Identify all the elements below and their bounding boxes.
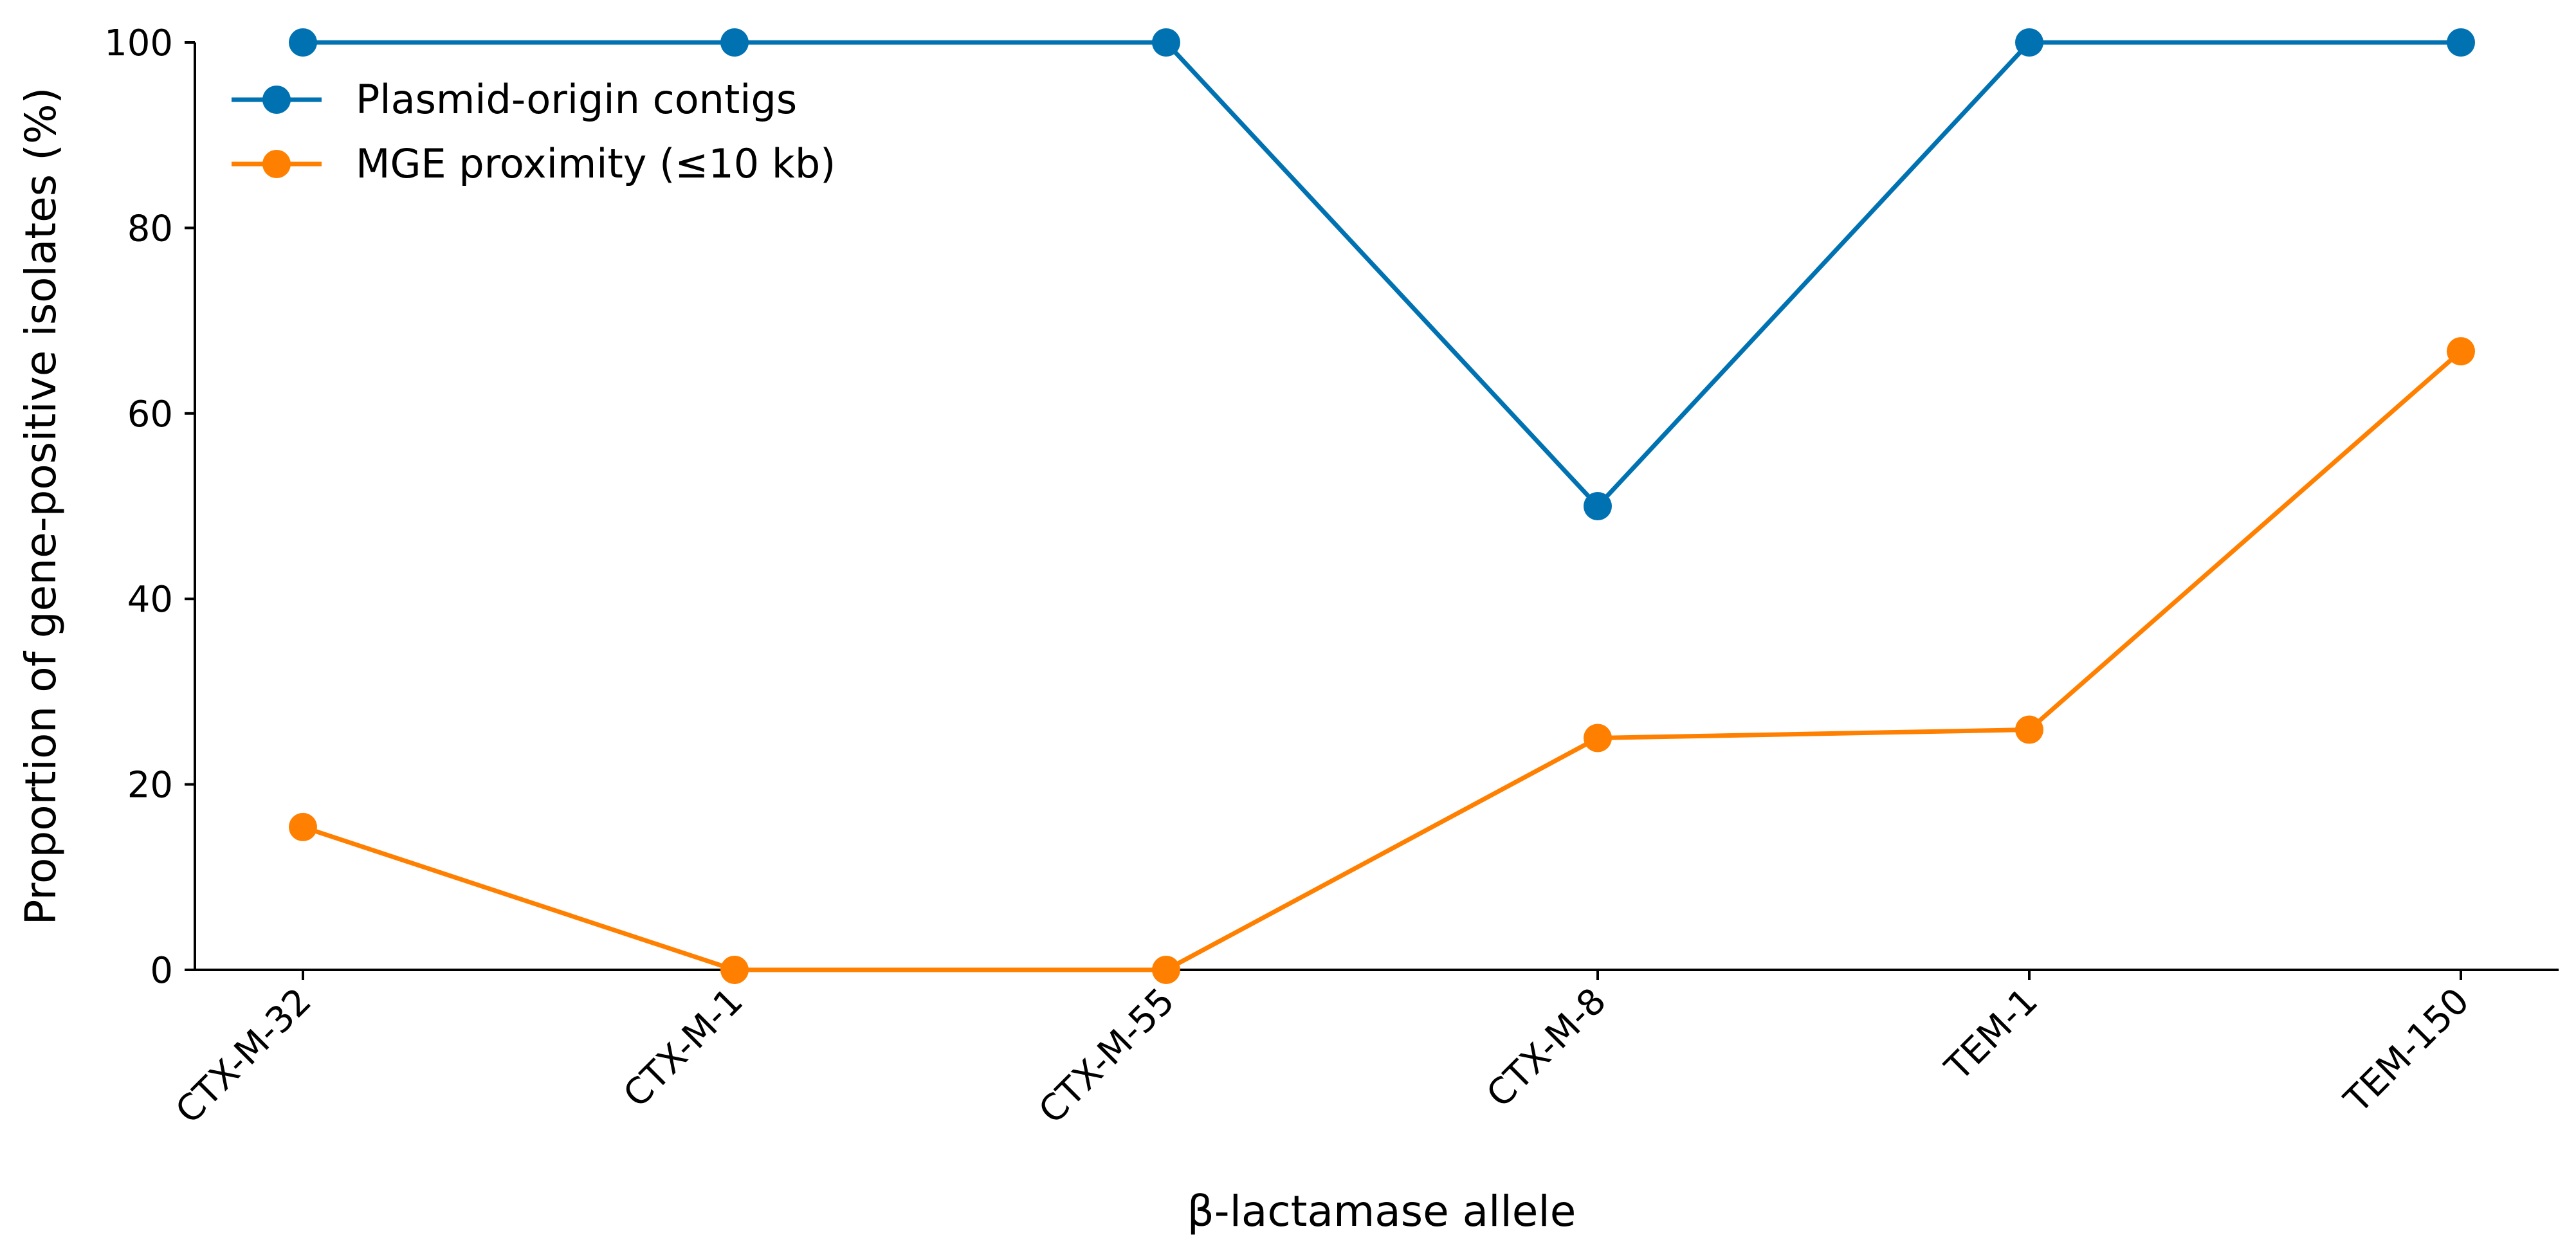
data-point (289, 28, 317, 57)
x-ticks: CTX-M-32 CTX-M-1 CTX-M-55 CTX-M-8 TEM-1 TEM-1… (168, 970, 2478, 1132)
x-tick-label: CTX-M-32 (168, 980, 320, 1132)
data-point (2015, 28, 2043, 57)
data-point (720, 28, 749, 57)
x-axis-title: β-lactamase allele (1187, 1187, 1576, 1236)
x-tick-label: CTX-M-8 (1479, 980, 1614, 1116)
x-tick-label: TEM-150 (2336, 980, 2478, 1122)
axes (194, 42, 2559, 971)
data-point (720, 956, 749, 984)
legend-label: Plasmid-origin contigs (356, 76, 797, 123)
legend: Plasmid-origin contigs MGE proximity (≤10… (232, 76, 836, 187)
y-tick-label: 20 (127, 765, 173, 807)
data-point (289, 812, 317, 841)
series-layer (289, 28, 2475, 984)
y-tick-label: 100 (104, 23, 173, 64)
series-2 (289, 337, 2475, 984)
y-axis-title: Proportion of gene-positive isolates (%) (16, 87, 66, 925)
data-point (1152, 956, 1180, 984)
legend-entry: Plasmid-origin contigs (232, 76, 797, 123)
data-point (2015, 715, 2043, 744)
x-tick-label: TEM-1 (1937, 980, 2046, 1089)
data-point (2447, 337, 2475, 366)
y-ticks: 0 20 40 60 80 100 (104, 23, 195, 992)
data-point (1152, 28, 1180, 57)
series-line (300, 349, 2463, 972)
x-tick-label: CTX-M-1 (616, 980, 751, 1116)
y-tick-label: 40 (127, 579, 173, 621)
y-tick-label: 80 (127, 208, 173, 250)
data-point (1584, 724, 1612, 752)
legend-marker (262, 86, 291, 114)
data-point (1584, 492, 1612, 520)
data-point (2447, 28, 2475, 57)
legend-marker (262, 150, 291, 178)
legend-entry: MGE proximity (≤10 kb) (232, 140, 836, 187)
series-1 (289, 28, 2475, 520)
y-tick-label: 60 (127, 394, 173, 435)
legend-label: MGE proximity (≤10 kb) (356, 140, 836, 187)
y-tick-label: 0 (150, 950, 173, 992)
x-tick-label: CTX-M-55 (1031, 980, 1183, 1132)
series-line (300, 40, 2463, 509)
